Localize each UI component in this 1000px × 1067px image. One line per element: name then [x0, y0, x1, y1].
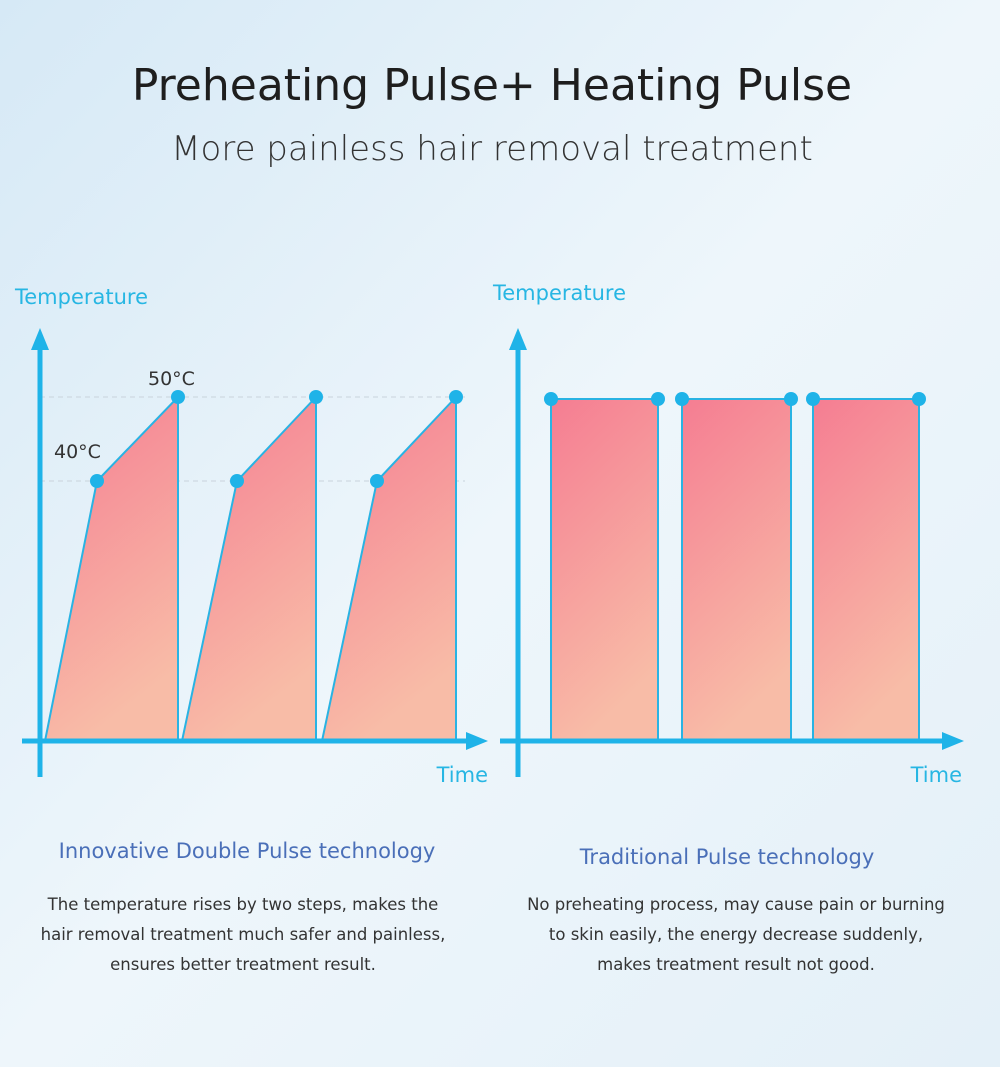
heading: Traditional Pulse technology: [579, 845, 875, 869]
pulse: [550, 398, 659, 742]
right-diagram: Temperature Time: [492, 281, 964, 787]
x-label: Time: [910, 763, 962, 787]
left-diagram: Temperature Time 50°C 40°C: [14, 285, 488, 787]
description-line: The temperature rises by two steps, make…: [47, 895, 439, 914]
pulse: [182, 397, 316, 741]
arrow: [466, 732, 488, 750]
description-line: hair removal treatment much safer and pa…: [41, 925, 446, 944]
description-line: makes treatment result not good.: [597, 955, 875, 974]
level-label: 50°C: [148, 368, 195, 390]
pulse: [681, 398, 792, 742]
y-label: Temperature: [14, 285, 148, 309]
description-line: to skin easily, the energy decrease sudd…: [549, 925, 923, 944]
subtitle: More painless hair removal treatment: [171, 129, 813, 169]
y-label: Temperature: [492, 281, 626, 305]
pulse: [45, 397, 178, 741]
pulse: [812, 398, 920, 742]
pulse-edge: [44, 394, 179, 742]
arrow: [31, 328, 49, 350]
level-label: 40°C: [54, 441, 101, 463]
arrow: [942, 732, 964, 750]
pulse-edge: [181, 394, 317, 742]
description-line: ensures better treatment result.: [110, 955, 376, 974]
pulse: [322, 397, 456, 741]
arrow: [509, 328, 527, 350]
points: [90, 390, 463, 488]
title: Preheating Pulse+ Heating Pulse: [132, 60, 852, 111]
x-label: Time: [436, 763, 488, 787]
description-line: No preheating process, may cause pain or…: [527, 895, 945, 914]
points: [544, 392, 926, 406]
pulse-edge: [321, 394, 457, 742]
heading: Innovative Double Pulse technology: [59, 839, 436, 863]
